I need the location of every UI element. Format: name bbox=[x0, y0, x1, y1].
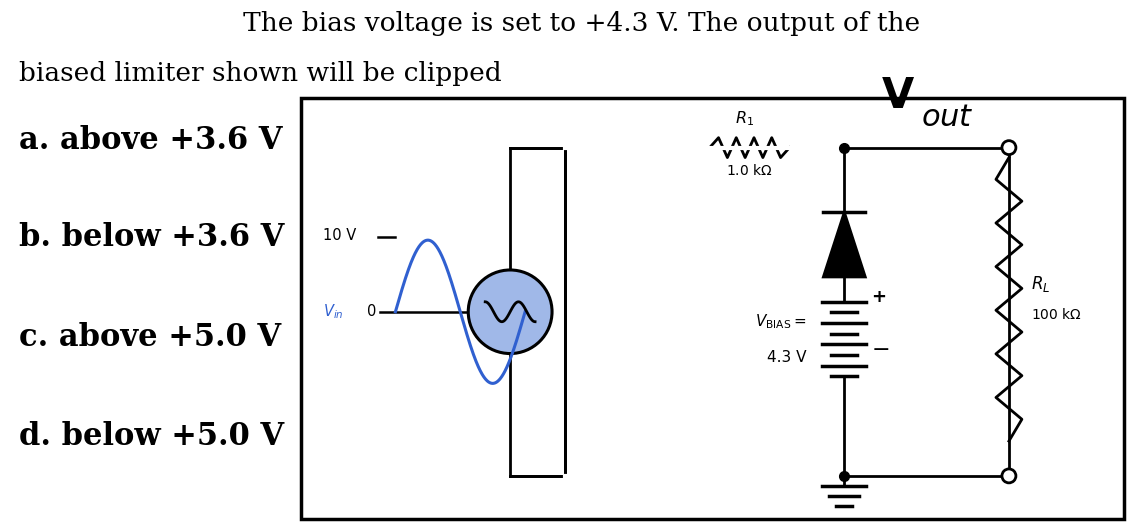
Text: 1.0 k$\Omega$: 1.0 k$\Omega$ bbox=[726, 163, 773, 178]
Text: The bias voltage is set to +4.3 V. The output of the: The bias voltage is set to +4.3 V. The o… bbox=[218, 11, 920, 36]
Text: $R_L$: $R_L$ bbox=[1031, 275, 1050, 294]
Text: 100 k$\Omega$: 100 k$\Omega$ bbox=[1031, 307, 1082, 322]
Bar bbox=[300, 98, 1123, 519]
Text: $R_1$: $R_1$ bbox=[735, 109, 754, 128]
Circle shape bbox=[468, 270, 552, 354]
Text: $V_{\rm BIAS}=$: $V_{\rm BIAS}=$ bbox=[754, 312, 807, 330]
Text: b. below +3.6 V: b. below +3.6 V bbox=[19, 222, 284, 253]
Text: $V_{in}$: $V_{in}$ bbox=[322, 302, 344, 321]
Text: 10 V: 10 V bbox=[322, 228, 356, 243]
Text: c. above +5.0 V: c. above +5.0 V bbox=[19, 322, 281, 353]
Text: d. below +5.0 V: d. below +5.0 V bbox=[19, 421, 284, 452]
Text: 0: 0 bbox=[368, 304, 377, 319]
Text: +: + bbox=[872, 288, 887, 306]
Text: $\mathit{out}$: $\mathit{out}$ bbox=[921, 103, 974, 132]
Text: biased limiter shown will be clipped: biased limiter shown will be clipped bbox=[19, 61, 502, 86]
Text: a. above +3.6 V: a. above +3.6 V bbox=[19, 124, 283, 156]
Text: $\mathbf{V}$: $\mathbf{V}$ bbox=[881, 75, 915, 117]
Polygon shape bbox=[824, 212, 865, 277]
Text: −: − bbox=[872, 340, 890, 360]
Circle shape bbox=[1001, 140, 1016, 155]
Text: 4.3 V: 4.3 V bbox=[767, 350, 807, 364]
Circle shape bbox=[1001, 469, 1016, 483]
